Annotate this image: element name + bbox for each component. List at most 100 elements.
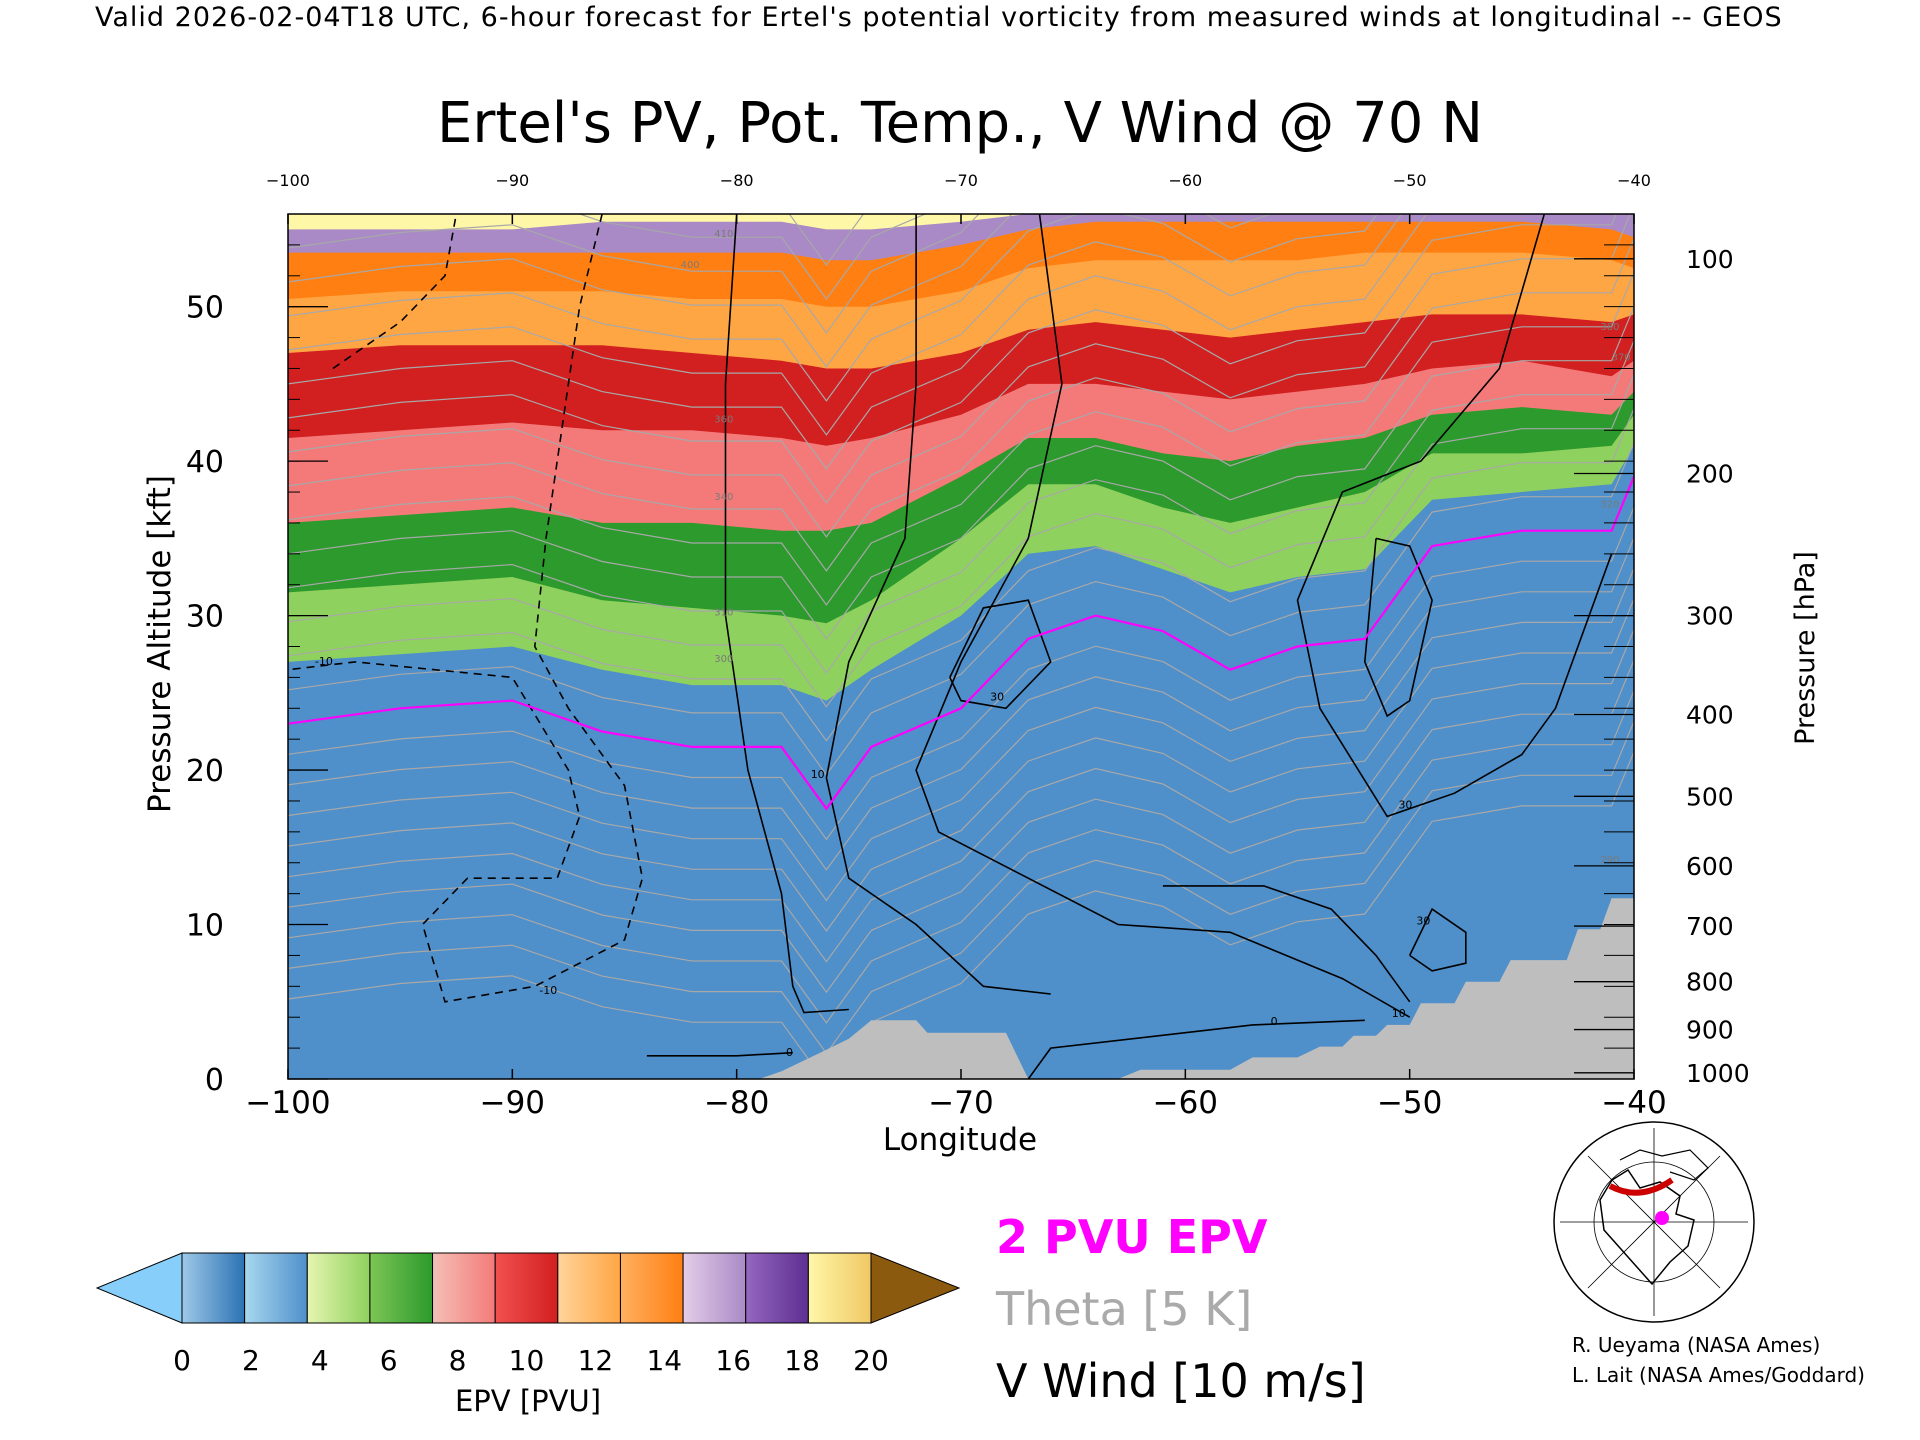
colorbar-segment [557,1252,621,1324]
x-tick-label: −80 [704,1085,769,1121]
legend-epv-contour: 2 PVU EPV [996,1210,1268,1264]
pv-color-layers [288,214,1634,809]
pressure-tick-label: 800 [1686,968,1734,997]
credit-line-2: L. Lait (NASA Ames/Goddard) [1572,1363,1865,1387]
y-tick-label: 0 [205,1063,224,1098]
theta-contour-line [288,629,1634,963]
theta-contour-line [288,568,1634,902]
vwind-contour-line [724,214,849,1014]
contour-labels: 410400380370360340320310300290-10-101030… [315,229,1631,1059]
colorbar-tick-label: 0 [173,1344,191,1377]
pressure-tick-label: 600 [1686,852,1734,881]
locator-map-cross-section-track [1608,1177,1674,1196]
theta-label: 290 [1600,855,1619,866]
theta-contour-line [288,214,1378,402]
vwind-contour-line [949,599,1052,710]
x-tick-label: −40 [1601,1085,1666,1121]
theta-contour-line [288,214,1273,368]
theta-label: 370 [1612,353,1631,364]
x-tick-label-top: −50 [1393,171,1427,190]
x-tick-label-top: −100 [266,171,310,190]
colorbar-segment [306,1252,371,1324]
colorbar-segment [244,1252,308,1324]
theta-label: 320 [1600,499,1619,510]
theta-contour-line [288,598,1634,933]
credits: R. Ueyama (NASA Ames) L. Lait (NASA Ames… [1572,1330,1865,1390]
x-tick-label: −70 [928,1085,993,1121]
colorbar-segment [369,1252,434,1324]
locator-map-coastline [1599,1168,1695,1286]
colorbar-over-arrow [870,1252,961,1324]
colorbar-segment [432,1252,496,1324]
vwind-label: -10 [315,655,333,668]
locator-map-coastline-north [1619,1149,1709,1181]
theta-contour-line [288,238,1634,572]
theta-contour-line [288,214,980,334]
colorbar-segment [619,1252,684,1324]
vwind-contour-line [825,214,1051,995]
colorbar-tick-label: 10 [509,1344,545,1377]
vwind-contour-line [1027,1019,1365,1079]
colorbar-segment [807,1252,872,1324]
colorbar-tick-label: 14 [646,1344,682,1377]
colorbar-segment [745,1252,809,1324]
theta-contour-line [288,272,1634,606]
theta-contour-line [288,340,1634,674]
y-tick-label: 20 [186,754,224,789]
vwind-label: -10 [539,984,557,997]
colorbar-tick-label: 8 [449,1344,467,1377]
chart-title: Ertel's PV, Pot. Temp., V Wind @ 70 N [437,91,1483,156]
pressure-tick-label: 200 [1686,460,1734,489]
terrain-fill [759,898,1634,1079]
pressure-tick-label: 400 [1686,700,1734,729]
pressure-tick-label: 1000 [1686,1059,1750,1088]
theta-label: 380 [1600,322,1619,333]
vwind-contour-line [332,214,458,370]
vwind-contour-line [1408,907,1467,972]
vwind-label: 30 [990,691,1004,704]
theta-label: 340 [714,492,733,503]
vwind-label: 0 [1271,1015,1278,1028]
x-axis-label: Longitude [883,1122,1037,1158]
y-axis-label-right: Pressure [hPa] [1790,551,1821,745]
vwind-contour-line [1296,214,1613,818]
colorbar-segment [682,1252,747,1324]
theta-contour-line [288,214,1631,538]
x-tick-label-top: −40 [1617,171,1651,190]
colorbar-label: EPV [PVU] [455,1384,601,1418]
vwind-contour-line [646,1051,793,1057]
y-tick-label: 30 [186,600,224,635]
theta-contour-line [288,408,1634,742]
theta-contour-line [288,214,1617,504]
y-tick-label: 40 [186,445,224,480]
vwind-label: 10 [811,768,825,781]
x-tick-label: −50 [1377,1085,1442,1121]
vwind-contour-line [1162,885,1411,1003]
x-tick-label-top: −90 [495,171,529,190]
x-tick-label: −100 [245,1085,330,1121]
locator-map-graticule [1560,1128,1748,1316]
pressure-tick-label: 300 [1686,602,1734,631]
colorbar-tick-label: 4 [311,1344,329,1377]
theta-label: 310 [714,608,733,619]
locator-map-marker [1655,1211,1669,1225]
colorbar-under-arrow [95,1252,183,1324]
colorbar-tick-label: 16 [715,1344,751,1377]
epv-2pvu-contour [288,476,1634,811]
vwind-contour-line [288,214,644,1003]
x-tick-label-top: −60 [1168,171,1202,190]
pressure-tick-label: 100 [1686,245,1734,274]
legend-theta-contour: Theta [5 K] [996,1282,1253,1336]
theta-contour-line [288,659,1634,994]
theta-contour-line [288,506,1634,841]
theta-contour-line [288,214,927,301]
vwind-label: 0 [786,1046,793,1059]
y-tick-label: 10 [186,909,224,944]
colorbar-tick-label: 12 [578,1344,614,1377]
vwind-contour-line [1363,537,1433,718]
vwind-label: 30 [1398,799,1412,812]
axes: −100 −100 −90 −90 −80 −80 −70 −70 −60 −60 −50 −50 −4… [186,171,1750,1121]
colorbar-tick-label: 6 [380,1344,398,1377]
